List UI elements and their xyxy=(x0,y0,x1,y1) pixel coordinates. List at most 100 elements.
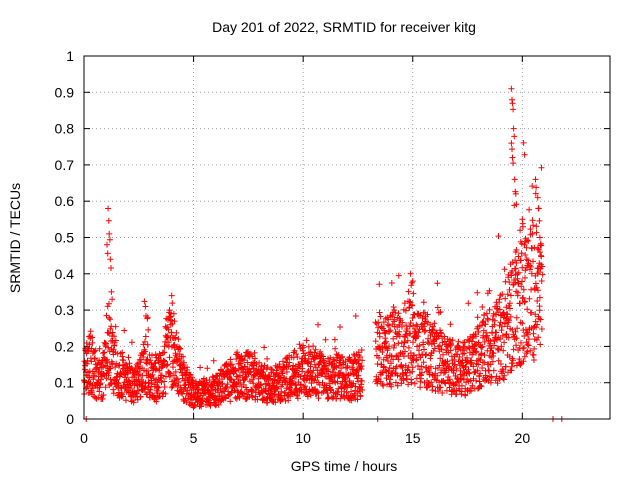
data-point xyxy=(531,244,538,251)
data-point xyxy=(348,388,355,395)
data-point xyxy=(386,380,393,387)
data-point xyxy=(402,307,409,314)
data-point xyxy=(110,390,117,397)
data-point xyxy=(121,327,128,334)
data-point xyxy=(312,346,319,353)
data-point xyxy=(524,331,531,338)
data-point xyxy=(142,333,149,340)
data-point xyxy=(270,376,277,383)
data-point xyxy=(478,383,485,390)
data-point xyxy=(537,341,544,348)
data-point xyxy=(489,358,496,365)
data-point xyxy=(84,348,91,355)
data-point xyxy=(395,310,402,317)
data-point xyxy=(380,319,387,326)
data-point xyxy=(244,359,251,366)
data-point xyxy=(165,339,172,346)
data-point xyxy=(241,364,248,371)
y-axis-label: SRMTID / TECUs xyxy=(7,183,23,293)
data-point xyxy=(375,354,382,361)
data-point xyxy=(228,361,235,368)
data-point xyxy=(161,378,168,385)
data-point xyxy=(172,368,179,375)
data-point xyxy=(352,383,359,390)
data-point xyxy=(152,351,159,358)
data-point xyxy=(320,357,327,364)
data-point xyxy=(223,384,230,390)
data-point xyxy=(382,330,389,337)
data-point xyxy=(242,374,249,381)
data-point xyxy=(305,343,312,350)
data-point xyxy=(486,287,493,294)
data-point xyxy=(490,350,497,357)
data-point xyxy=(509,326,516,333)
data-point xyxy=(227,398,234,405)
data-point xyxy=(522,267,529,274)
data-point xyxy=(120,357,127,364)
data-point xyxy=(502,320,508,326)
data-point xyxy=(416,342,423,349)
data-point xyxy=(149,352,155,359)
data-point xyxy=(401,300,408,307)
data-point xyxy=(357,393,364,400)
data-point xyxy=(314,388,321,395)
data-point xyxy=(106,314,113,321)
data-point xyxy=(177,345,184,352)
data-point xyxy=(539,271,546,278)
data-point xyxy=(466,388,473,395)
data-point xyxy=(169,300,176,307)
data-point xyxy=(307,392,314,399)
data-point xyxy=(264,399,271,406)
data-point xyxy=(497,319,504,326)
data-point xyxy=(264,355,271,362)
data-point xyxy=(478,322,485,329)
data-point xyxy=(520,294,527,301)
data-point xyxy=(455,338,462,345)
data-point xyxy=(508,140,515,147)
data-point xyxy=(300,376,307,383)
data-point xyxy=(533,324,540,331)
data-point xyxy=(119,393,126,400)
data-point xyxy=(398,361,405,368)
data-point xyxy=(159,393,166,400)
data-point xyxy=(151,360,158,367)
data-point xyxy=(302,352,309,359)
data-point xyxy=(475,361,482,368)
data-point xyxy=(518,250,525,257)
data-point xyxy=(359,387,366,393)
data-point xyxy=(468,359,475,366)
data-point xyxy=(511,176,518,183)
data-point xyxy=(175,336,182,343)
data-point xyxy=(358,363,365,369)
data-point xyxy=(499,332,506,339)
data-point xyxy=(488,374,495,381)
data-point xyxy=(522,252,529,258)
data-point xyxy=(431,320,438,327)
data-point xyxy=(431,345,438,352)
data-point xyxy=(396,328,403,335)
data-point xyxy=(172,335,179,342)
data-point xyxy=(307,349,314,355)
data-point xyxy=(439,390,446,396)
data-point xyxy=(154,388,161,394)
data-point xyxy=(521,344,527,351)
data-point xyxy=(530,258,536,265)
data-point xyxy=(435,388,442,395)
data-point xyxy=(405,344,412,351)
data-point xyxy=(407,320,414,326)
data-point xyxy=(162,390,169,397)
data-point xyxy=(534,298,541,304)
data-point xyxy=(423,351,430,358)
data-point xyxy=(181,359,187,366)
data-point xyxy=(382,367,389,374)
data-point xyxy=(518,339,524,346)
data-point xyxy=(517,227,524,234)
data-point xyxy=(388,383,395,390)
data-point xyxy=(449,337,456,344)
data-point xyxy=(508,363,515,370)
data-point xyxy=(456,354,463,360)
y-tick-label: 0.6 xyxy=(55,193,75,209)
x-tick-label: 10 xyxy=(295,430,311,446)
data-point xyxy=(272,399,279,406)
data-point xyxy=(520,223,526,230)
